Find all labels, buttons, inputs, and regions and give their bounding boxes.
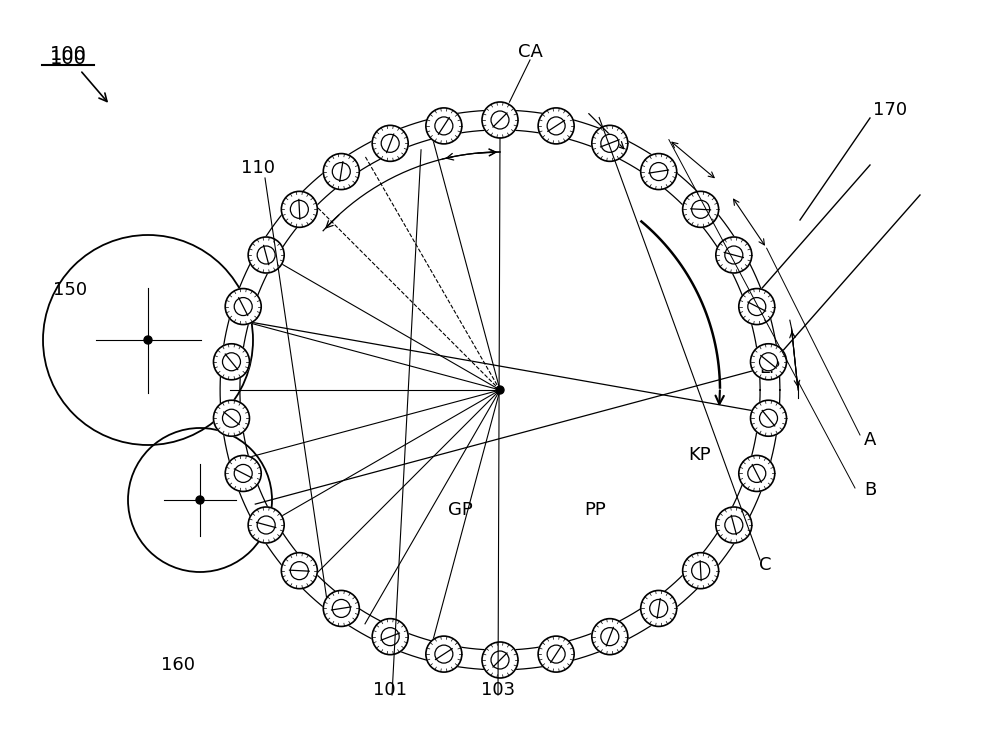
Circle shape [196, 496, 204, 504]
Circle shape [538, 636, 574, 672]
Circle shape [725, 516, 743, 534]
Circle shape [725, 246, 743, 264]
Circle shape [248, 237, 284, 273]
Circle shape [381, 628, 399, 646]
Circle shape [257, 246, 275, 264]
Text: 103: 103 [481, 681, 515, 699]
Circle shape [716, 237, 752, 273]
Circle shape [144, 336, 152, 344]
Circle shape [234, 297, 252, 315]
Circle shape [323, 590, 359, 626]
Text: B: B [864, 481, 876, 499]
Circle shape [213, 400, 249, 436]
Circle shape [482, 642, 518, 678]
Circle shape [683, 553, 719, 589]
Text: KP: KP [689, 446, 711, 464]
Circle shape [257, 516, 275, 534]
Circle shape [225, 455, 261, 491]
Circle shape [234, 464, 252, 482]
Text: 160: 160 [161, 656, 195, 674]
Circle shape [290, 562, 308, 580]
Circle shape [435, 645, 453, 663]
Circle shape [760, 353, 778, 371]
Circle shape [482, 102, 518, 138]
Circle shape [222, 409, 240, 427]
Circle shape [748, 464, 766, 482]
Circle shape [547, 645, 565, 663]
Text: PP: PP [584, 501, 606, 519]
Circle shape [225, 288, 261, 324]
Circle shape [641, 590, 677, 626]
Circle shape [281, 553, 317, 589]
Text: 100: 100 [50, 46, 86, 64]
Circle shape [426, 108, 462, 144]
Text: C: C [759, 556, 771, 574]
Circle shape [751, 400, 787, 436]
Circle shape [372, 619, 408, 655]
Circle shape [281, 191, 317, 228]
Circle shape [381, 134, 399, 152]
Text: CA: CA [518, 43, 542, 61]
Text: 150: 150 [53, 281, 87, 299]
Circle shape [290, 200, 308, 219]
Circle shape [372, 125, 408, 161]
Circle shape [650, 599, 668, 617]
Text: 101: 101 [373, 681, 407, 699]
Circle shape [739, 288, 775, 324]
Text: 170: 170 [873, 101, 907, 119]
Circle shape [601, 628, 619, 646]
Circle shape [332, 163, 350, 181]
Text: GP: GP [448, 501, 472, 519]
Circle shape [692, 200, 710, 219]
Circle shape [748, 297, 766, 315]
Circle shape [592, 619, 628, 655]
Text: 110: 110 [241, 159, 275, 177]
Circle shape [426, 636, 462, 672]
Circle shape [601, 134, 619, 152]
Circle shape [716, 507, 752, 543]
Circle shape [547, 117, 565, 135]
Circle shape [435, 117, 453, 135]
Circle shape [751, 344, 787, 380]
Circle shape [650, 163, 668, 181]
Circle shape [692, 562, 710, 580]
Text: LP: LP [760, 359, 780, 377]
Circle shape [491, 651, 509, 669]
Circle shape [496, 386, 504, 394]
Circle shape [332, 599, 350, 617]
Circle shape [739, 455, 775, 491]
Circle shape [323, 154, 359, 189]
Circle shape [491, 111, 509, 129]
Circle shape [760, 409, 778, 427]
Text: 100: 100 [50, 49, 86, 67]
Circle shape [538, 108, 574, 144]
Circle shape [248, 507, 284, 543]
Circle shape [213, 344, 249, 380]
Circle shape [222, 353, 240, 371]
Circle shape [683, 191, 719, 228]
Text: A: A [864, 431, 876, 449]
Circle shape [592, 125, 628, 161]
Circle shape [641, 154, 677, 189]
